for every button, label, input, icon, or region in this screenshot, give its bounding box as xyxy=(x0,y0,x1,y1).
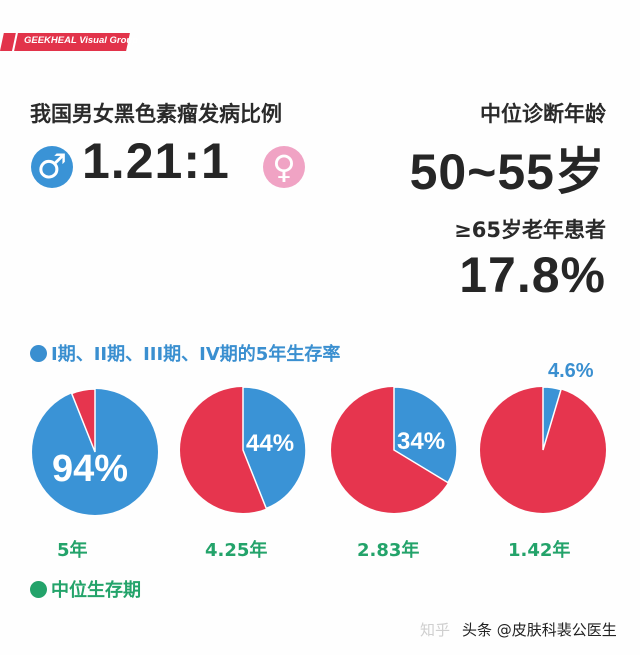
pie-stage-1 xyxy=(32,388,158,515)
median-age-title: 中位诊断年龄 xyxy=(480,102,606,126)
pie-stage-3 xyxy=(331,386,458,513)
elderly-value: 17.8% xyxy=(459,247,606,303)
pie-stage-4 xyxy=(480,386,606,513)
median-survival-stage-2: 4.25年 xyxy=(205,540,268,561)
elderly-title: ≥65岁老年患者 xyxy=(454,218,606,242)
male-icon: ♂ xyxy=(31,146,73,188)
pie-label-stage-3: 34% xyxy=(397,428,446,455)
green-legend-dot xyxy=(30,581,47,598)
pie-label-stage-4: 4.6% xyxy=(548,360,594,382)
pie-stage-2 xyxy=(180,386,307,513)
banner-label: GEEKHEAL Visual Group xyxy=(24,35,139,46)
pie-label-stage-1: 94% xyxy=(52,448,129,490)
median-survival-title: 中位生存期 xyxy=(30,576,141,602)
median-survival-stage-1: 5年 xyxy=(57,540,88,561)
ratio-title: 我国男女黑色素瘤发病比例 xyxy=(30,102,282,126)
median-survival-stage-3: 2.83年 xyxy=(357,540,420,561)
watermark-zhihu: 知乎 xyxy=(420,621,451,639)
blue-legend-dot xyxy=(30,345,47,362)
survival-title-text: I期、II期、III期、IV期的5年生存率 xyxy=(51,344,341,365)
median-survival-stage-4: 1.42年 xyxy=(508,540,571,561)
survival-title: I期、II期、III期、IV期的5年生存率 xyxy=(30,340,340,366)
banner-stripe xyxy=(0,33,16,51)
female-icon: ♀ xyxy=(263,146,305,188)
ratio-value: 1.21:1 xyxy=(82,133,230,189)
watermark-toutiao: 头条 @皮肤科裴公医生 xyxy=(462,621,617,639)
median-survival-title-text: 中位生存期 xyxy=(51,580,141,601)
median-age-value: 50~55岁 xyxy=(409,144,606,200)
pie-label-stage-2: 44% xyxy=(246,430,295,457)
